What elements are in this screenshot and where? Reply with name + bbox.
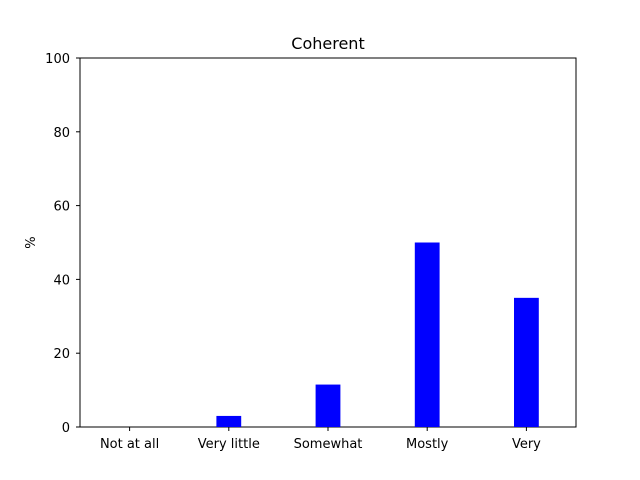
y-tick-label: 20 (53, 347, 70, 362)
bars-group (216, 242, 539, 427)
y-axis-label: % (24, 236, 39, 248)
y-tick-label: 40 (53, 273, 70, 288)
y-tick-label: 80 (53, 126, 70, 141)
bar-somewhat (315, 384, 341, 427)
y-tick-label: 0 (62, 421, 70, 436)
y-tick-label: 100 (45, 52, 70, 67)
x-tick-label: Not at all (100, 437, 159, 452)
x-ticks: Not at all Very little Somewhat Mostly Very (100, 427, 541, 452)
plot-area (79, 57, 577, 428)
bar-very-little (216, 415, 242, 427)
bar-very (514, 297, 539, 427)
y-tick-label: 60 (53, 200, 70, 215)
x-tick-label: Mostly (406, 437, 449, 452)
chart-title: Coherent (291, 34, 364, 53)
x-tick-label: Very (512, 437, 541, 452)
bar-mostly (414, 242, 440, 427)
x-tick-label: Somewhat (294, 437, 363, 452)
y-ticks: 0 20 40 60 80 100 (45, 52, 80, 436)
x-tick-label: Very little (198, 437, 260, 452)
